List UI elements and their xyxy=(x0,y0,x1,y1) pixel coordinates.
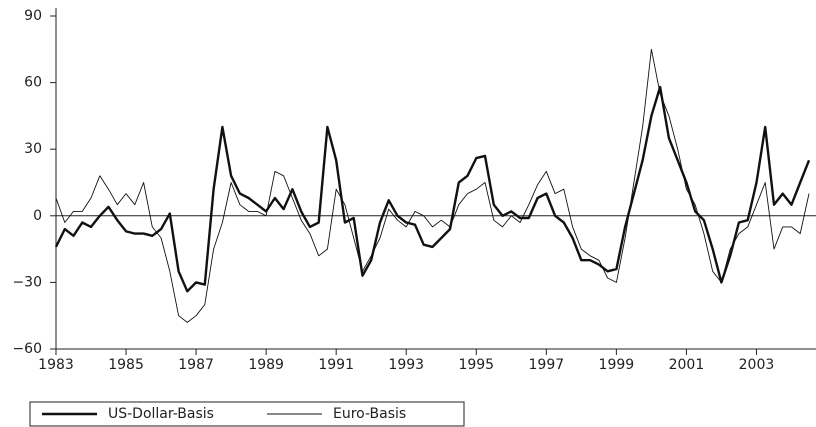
x-tick-label: 2001 xyxy=(669,357,705,373)
x-tick-label: 1997 xyxy=(529,357,565,373)
x-tick-label: 1999 xyxy=(599,357,635,373)
y-tick-label: 0 xyxy=(33,208,42,224)
y-tick-label: 60 xyxy=(24,75,42,91)
y-tick-label: 90 xyxy=(24,8,42,24)
x-tick-label: 1993 xyxy=(388,357,424,373)
x-tick-label: 1983 xyxy=(38,357,74,373)
series-line xyxy=(54,85,811,293)
y-tick-label: −60 xyxy=(12,341,42,357)
legend-label: Euro-Basis xyxy=(333,406,406,422)
x-tick-label: 1985 xyxy=(108,357,144,373)
series-line xyxy=(55,48,810,323)
x-tick-label: 1991 xyxy=(318,357,354,373)
x-tick-label: 1995 xyxy=(458,357,494,373)
legend-box xyxy=(29,401,465,427)
x-tick-label: 2003 xyxy=(739,357,775,373)
y-tick-label: −30 xyxy=(12,274,42,290)
x-tick-label: 1987 xyxy=(178,357,214,373)
y-tick-label: 30 xyxy=(24,141,42,157)
legend-label: US-Dollar-Basis xyxy=(108,406,214,422)
x-tick-label: 1989 xyxy=(248,357,284,373)
